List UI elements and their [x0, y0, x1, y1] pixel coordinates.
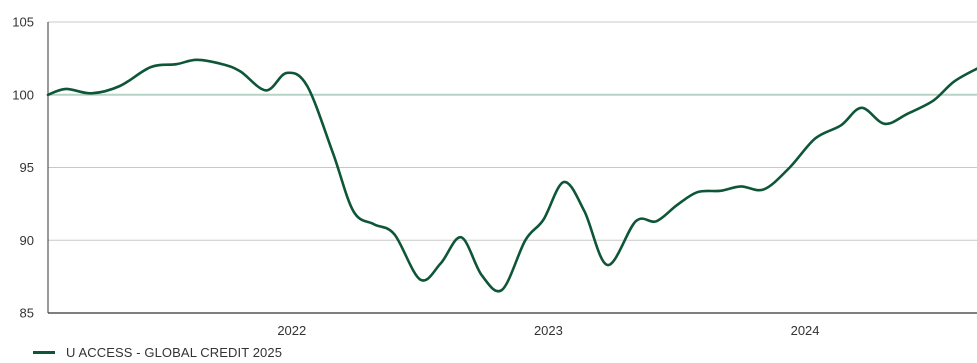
x-tick-label: 2022: [277, 323, 306, 338]
y-tick-label: 105: [12, 15, 34, 30]
y-tick-labels: 85 90 95 100 105: [12, 15, 34, 321]
x-tick-labels: 2022 2023 2024: [277, 323, 819, 338]
y-tick-label: 85: [20, 306, 34, 321]
legend-label: U ACCESS - GLOBAL CREDIT 2025: [66, 345, 283, 360]
y-tick-label: 90: [20, 233, 34, 248]
legend-swatch: [33, 351, 55, 354]
y-tick-label: 100: [12, 87, 34, 102]
legend: U ACCESS - GLOBAL CREDIT 2025: [33, 345, 282, 360]
x-tick-label: 2023: [534, 323, 563, 338]
gridlines: [48, 21, 977, 241]
x-tick-label: 2024: [791, 323, 820, 338]
line-chart: 85 90 95 100 105 2022 2023 2024: [12, 15, 977, 338]
series-line: [46, 58, 977, 293]
y-tick-label: 95: [20, 160, 34, 175]
